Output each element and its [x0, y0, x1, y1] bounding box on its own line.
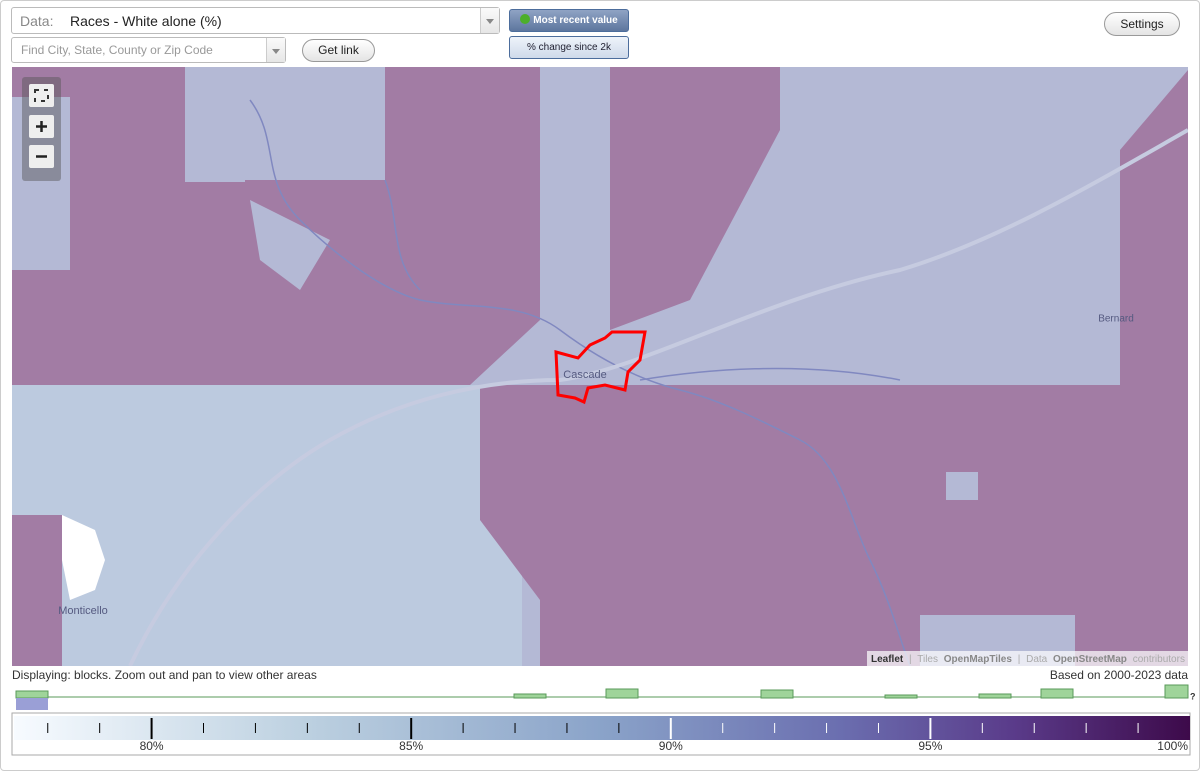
rivers	[249, 99, 911, 666]
change-button[interactable]: % change since 2k	[509, 36, 629, 59]
dropdown-arrow	[266, 38, 285, 62]
based-on-text: Based on 2000-2023 data	[1049, 668, 1188, 682]
dropdown-arrow	[480, 8, 499, 33]
current-value-marker	[16, 698, 48, 710]
legend-tick-label: 80%	[140, 739, 164, 753]
light-regions	[185, 67, 1075, 666]
legend-tick-label: 100%	[1157, 739, 1188, 753]
settings-button[interactable]: Settings	[1104, 12, 1180, 36]
attribution-text: contributors	[1133, 654, 1185, 665]
legend-scale	[14, 716, 1190, 740]
separator: |	[1018, 654, 1021, 665]
legend-tick-label: 90%	[659, 739, 683, 753]
zoom-control	[22, 77, 61, 181]
fullscreen-button[interactable]	[29, 84, 54, 107]
displaying-text: Displaying: blocks. Zoom out and pan to …	[12, 668, 317, 682]
river-area	[62, 515, 105, 600]
data-value: Races - White alone (%)	[70, 13, 222, 29]
legend-tick-label: 85%	[399, 739, 423, 753]
map[interactable]: Cascade Bernard Monticello Leaflet | Til…	[12, 67, 1188, 666]
search-placeholder: Find City, State, County or Zip Code	[21, 43, 213, 57]
place-label: Bernard	[1098, 314, 1134, 325]
histogram	[15, 684, 1189, 710]
search-box[interactable]: Find City, State, County or Zip Code	[11, 37, 286, 63]
separator: |	[909, 654, 912, 665]
data-select[interactable]: Data: Races - White alone (%)	[11, 7, 500, 34]
highways	[128, 128, 1188, 666]
attribution-link[interactable]: OpenMapTiles	[944, 654, 1013, 665]
attribution: Leaflet | Tiles OpenMapTiles | Data Open…	[871, 654, 1185, 665]
help-icon[interactable]: ?	[1190, 691, 1196, 701]
purple-regions	[12, 67, 1188, 666]
get-link-button[interactable]: Get link	[302, 39, 375, 62]
legend-tick-label: 95%	[918, 739, 942, 753]
check-icon	[520, 14, 531, 24]
attribution-link[interactable]: Leaflet	[871, 654, 904, 665]
selected-boundary[interactable]	[554, 330, 647, 405]
most-recent-button[interactable]: Most recent value	[509, 9, 629, 32]
most-recent-label: Most recent value	[533, 15, 618, 26]
place-label: Monticello	[58, 605, 108, 617]
attribution-bg	[867, 651, 1188, 666]
attribution-text: Tiles	[917, 654, 938, 665]
attribution-link[interactable]: OpenStreetMap	[1053, 654, 1127, 665]
legend-ticks: 80% 85% 90% 95% 100%	[47, 718, 1188, 753]
place-label: Cascade	[563, 369, 606, 381]
data-label: Data:	[20, 13, 54, 29]
attribution-text: Data	[1026, 654, 1048, 665]
region	[12, 385, 522, 666]
